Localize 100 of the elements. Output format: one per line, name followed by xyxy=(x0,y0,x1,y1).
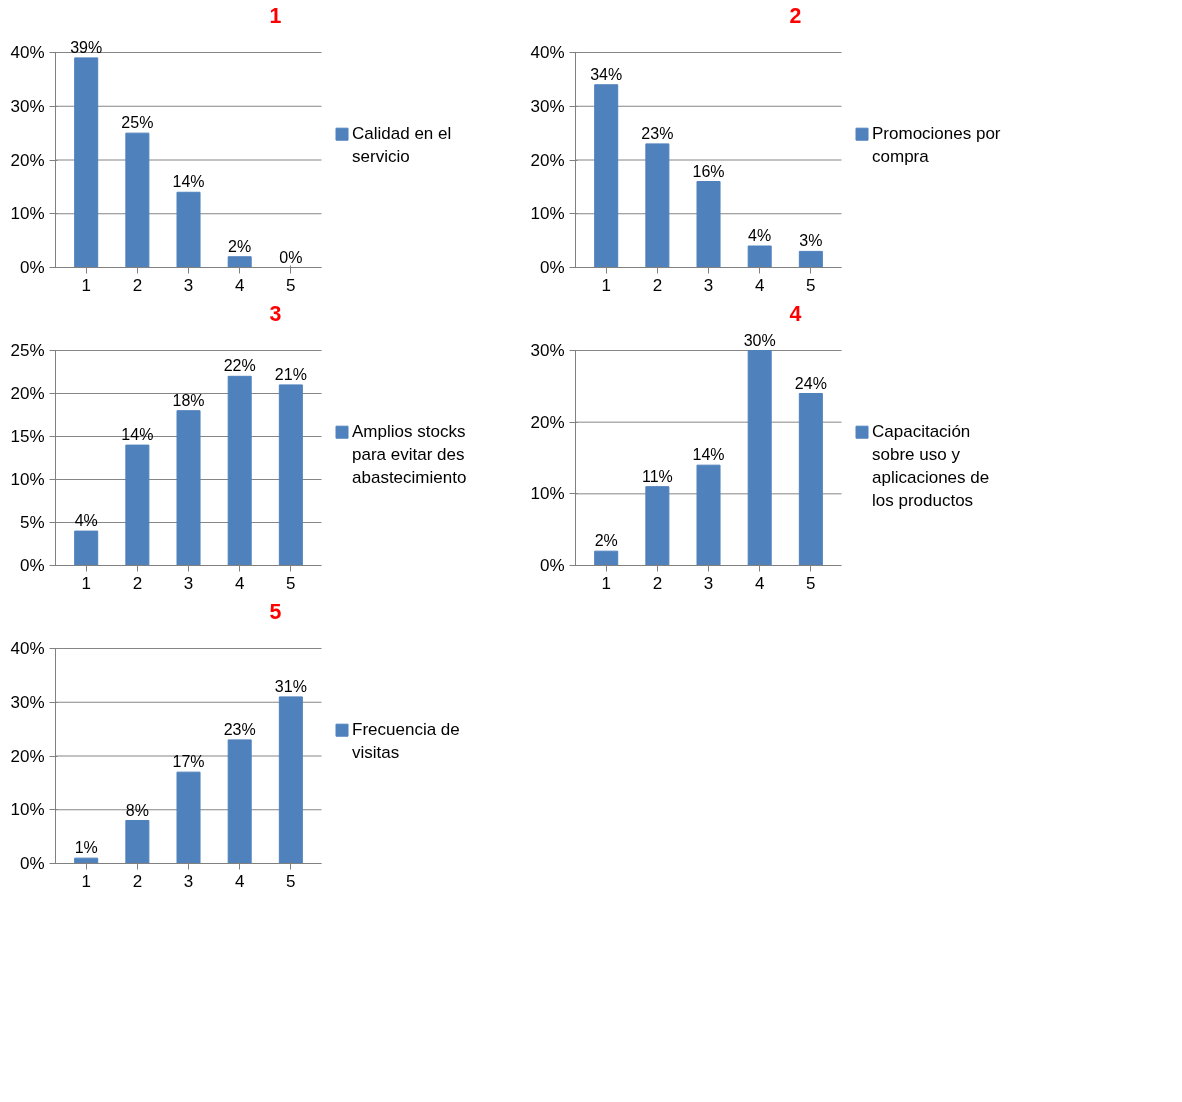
data-label: 4% xyxy=(748,227,772,244)
x-tick-label: 1 xyxy=(81,275,91,295)
data-label: 21% xyxy=(274,365,307,383)
data-label: 8% xyxy=(125,801,149,819)
x-tick-label: 3 xyxy=(183,573,194,593)
data-label: 17% xyxy=(172,753,205,771)
bar xyxy=(747,245,772,268)
x-tick-label: 3 xyxy=(703,275,714,295)
x-tick-label: 1 xyxy=(81,871,91,891)
data-label: 14% xyxy=(121,426,154,444)
data-label: 24% xyxy=(794,374,827,392)
y-tick-label: 40% xyxy=(10,639,45,658)
bar xyxy=(594,550,619,566)
x-tick-label: 2 xyxy=(652,573,663,593)
bar xyxy=(278,696,303,864)
y-tick-label: 30% xyxy=(530,341,565,360)
x-tick-label: 5 xyxy=(286,871,296,891)
y-tick-label: 0% xyxy=(539,556,565,575)
bar xyxy=(645,143,670,268)
x-tick-label: 4 xyxy=(234,275,245,295)
bar xyxy=(74,530,99,566)
y-tick-label: 40% xyxy=(530,43,565,62)
legend-label: Promociones por compra xyxy=(872,124,1001,166)
x-tick-label: 5 xyxy=(286,573,296,593)
data-label: 23% xyxy=(641,124,674,142)
y-tick-label: 10% xyxy=(530,484,565,504)
data-label: 39% xyxy=(70,38,103,56)
chart-title: 3 xyxy=(269,301,282,326)
x-tick-label: 4 xyxy=(234,573,245,593)
x-tick-label: 2 xyxy=(652,275,663,295)
y-tick-label: 30% xyxy=(10,96,45,116)
data-label: 1% xyxy=(74,839,98,857)
bar xyxy=(176,771,201,864)
y-tick-label: 20% xyxy=(530,150,565,170)
data-label: 31% xyxy=(274,677,307,695)
y-tick-label: 20% xyxy=(10,150,45,170)
y-tick-label: 30% xyxy=(10,692,45,712)
y-tick-label: 10% xyxy=(10,204,45,224)
data-label: 22% xyxy=(223,357,256,375)
y-tick-label: 10% xyxy=(10,800,45,820)
y-tick-label: 20% xyxy=(10,746,45,766)
y-tick-label: 10% xyxy=(530,204,565,224)
bar xyxy=(798,250,823,268)
bar xyxy=(125,820,150,864)
x-tick-label: 5 xyxy=(806,573,816,593)
bar xyxy=(125,132,150,268)
data-label: 2% xyxy=(228,237,252,255)
data-label: 34% xyxy=(590,65,623,83)
x-tick-label: 3 xyxy=(183,871,194,891)
data-label: 0% xyxy=(279,248,303,266)
legend-label: Calidad en el servicio xyxy=(352,124,452,166)
data-label: 16% xyxy=(692,162,725,180)
chart-title: 5 xyxy=(269,599,282,624)
x-tick-label: 4 xyxy=(754,275,765,295)
y-tick-label: 25% xyxy=(10,341,45,360)
data-label: 14% xyxy=(172,173,205,191)
data-label: 23% xyxy=(223,720,256,738)
y-tick-label: 5% xyxy=(19,513,45,532)
data-label: 3% xyxy=(799,232,823,250)
bar xyxy=(227,256,252,268)
y-tick-label: 30% xyxy=(530,96,565,116)
data-label: 18% xyxy=(172,391,205,409)
bar xyxy=(798,393,823,566)
bar xyxy=(125,444,150,566)
bar xyxy=(74,857,99,864)
y-tick-label: 0% xyxy=(19,854,45,873)
x-tick-label: 4 xyxy=(234,871,245,891)
x-tick-label: 3 xyxy=(183,275,194,295)
x-tick-label: 1 xyxy=(81,573,91,593)
x-tick-label: 5 xyxy=(286,275,296,295)
bar xyxy=(696,181,721,268)
legend-label: Capacitación sobre uso y aplicaciones de los productos xyxy=(872,422,990,510)
x-tick-label: 2 xyxy=(132,871,143,891)
data-label: 4% xyxy=(74,512,98,530)
bar xyxy=(278,384,303,566)
bar xyxy=(594,84,619,268)
chart-title: 4 xyxy=(789,301,802,326)
bar xyxy=(176,191,201,268)
x-tick-label: 1 xyxy=(601,275,611,295)
y-tick-label: 15% xyxy=(10,427,45,446)
y-tick-label: 0% xyxy=(19,258,45,277)
x-tick-label: 4 xyxy=(754,573,765,593)
data-label: 14% xyxy=(692,446,725,464)
legend-label: Frecuencia de visitas xyxy=(352,720,460,762)
y-tick-label: 40% xyxy=(10,43,45,62)
y-tick-label: 0% xyxy=(19,556,45,575)
y-tick-label: 20% xyxy=(10,384,45,403)
y-tick-label: 20% xyxy=(530,412,565,432)
bar xyxy=(227,375,252,566)
chart-title: 1 xyxy=(269,3,282,28)
bar xyxy=(696,464,721,566)
legend-label: Amplios stocks para evitar desabastecimiento xyxy=(352,422,467,487)
data-label: 30% xyxy=(743,331,776,349)
data-label: 2% xyxy=(594,532,618,550)
bar xyxy=(747,350,772,566)
bar xyxy=(74,57,99,268)
bar xyxy=(227,739,252,864)
data-label: 25% xyxy=(121,114,154,132)
x-tick-label: 5 xyxy=(806,275,816,295)
bar xyxy=(176,410,201,566)
